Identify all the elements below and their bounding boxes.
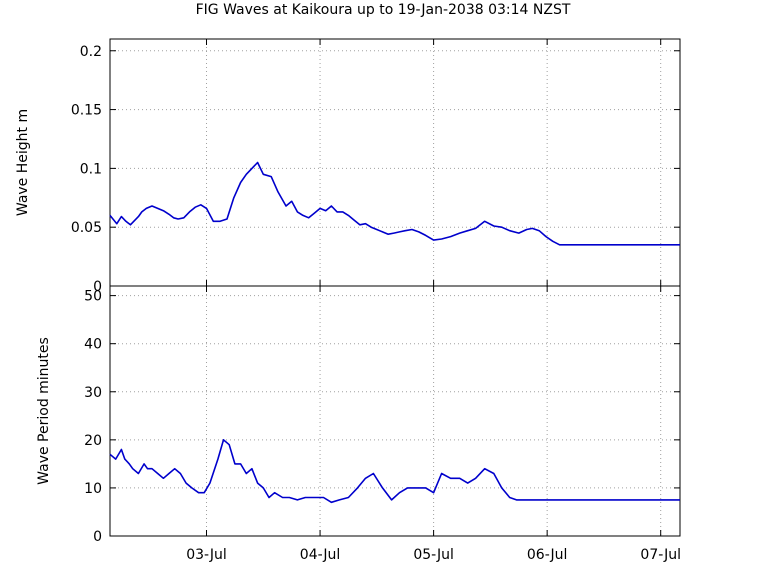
x-tick-label: 07-Jul <box>640 547 681 563</box>
panel-2: 0 10 20 30 40 50 03-Jul 04-Jul 05-Jul 06-Jul 07-Ju… <box>36 285 681 563</box>
series-line <box>109 438 680 504</box>
y-tick-label: 0.05 <box>71 220 102 236</box>
y-axis-label: Wave Period minutes <box>36 337 52 485</box>
x-tick-label: 05-Jul <box>413 547 454 563</box>
series-line <box>109 161 680 246</box>
plot-frame <box>109 38 681 287</box>
y-tick-label: 10 <box>84 481 102 497</box>
y-tick-label: 50 <box>84 289 102 305</box>
x-tick-label: 06-Jul <box>527 547 568 563</box>
panel-1: 0 0.05 0.1 0.15 0.2 Wave Height m <box>15 38 681 295</box>
y-tick-label: 0.2 <box>80 44 102 60</box>
y-tick-label: 0.15 <box>71 103 102 119</box>
y-tick-label: 0.1 <box>80 161 102 177</box>
chart-title: FIG Waves at Kaikoura up to 19-Jan-2038 … <box>196 2 571 18</box>
y-tick-label: 0 <box>93 279 102 295</box>
plot-frame <box>109 285 681 537</box>
y-tick-label: 30 <box>84 385 102 401</box>
x-tick-label: 03-Jul <box>186 547 227 563</box>
y-tick-label: 0 <box>93 529 102 545</box>
x-tick-label: 04-Jul <box>300 547 341 563</box>
y-tick-label: 40 <box>84 337 102 353</box>
y-axis-label: Wave Height m <box>15 109 31 216</box>
y-tick-label: 20 <box>84 433 102 449</box>
